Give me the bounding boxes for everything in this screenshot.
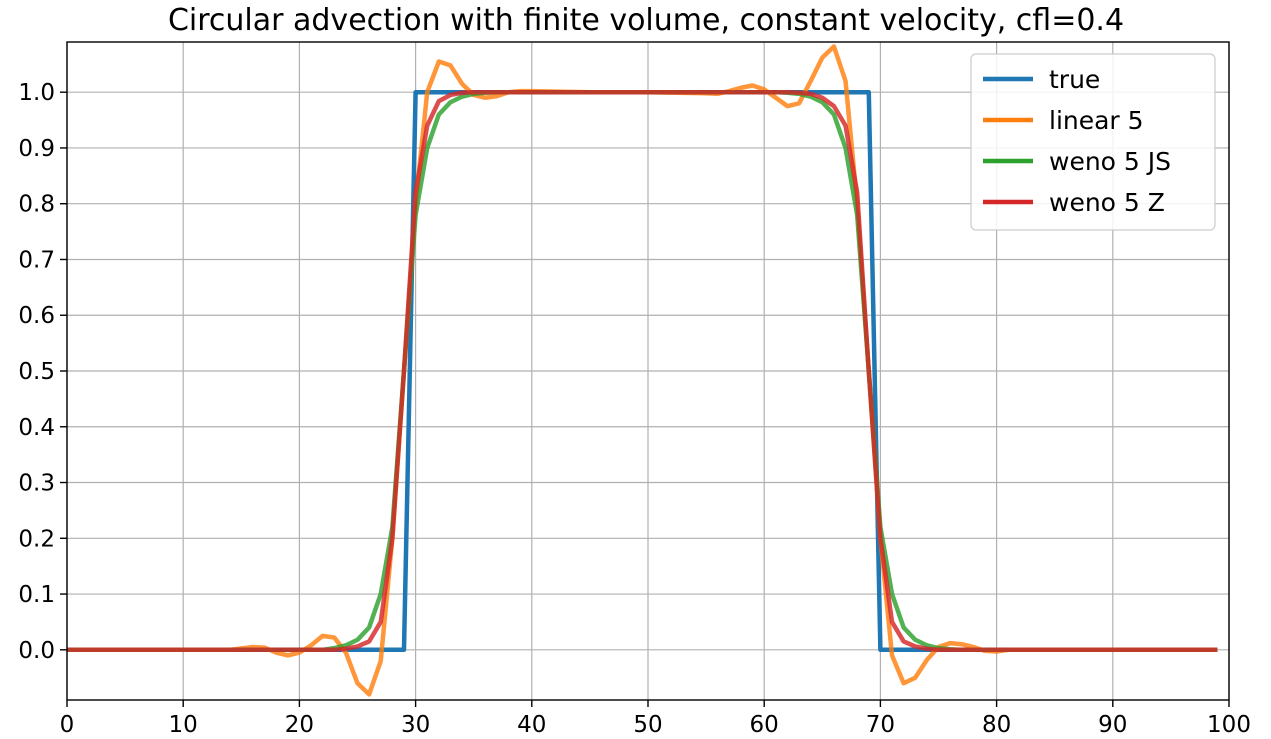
x-tick-label: 100 xyxy=(1207,712,1251,738)
legend-entry-label: weno 5 JS xyxy=(1049,147,1171,176)
chart-title: Circular advection with finite volume, c… xyxy=(168,3,1124,38)
series-line-weno-5-Z xyxy=(67,89,1218,653)
y-tick-label: 0.8 xyxy=(18,192,55,218)
y-tick-label: 0.0 xyxy=(18,638,55,664)
y-tick-label: 0.7 xyxy=(18,247,55,273)
x-tick-label: 50 xyxy=(633,712,662,738)
x-tick-label: 80 xyxy=(982,712,1011,738)
x-tick-label: 0 xyxy=(60,712,75,738)
y-tick-label: 0.6 xyxy=(18,303,55,329)
legend-entry-label: linear 5 xyxy=(1049,106,1144,135)
x-tick-label: 10 xyxy=(169,712,198,738)
axis-ticks: 0 10 20 30 40 50 60 70 80 90 100 0.0 0.1 0.2 0.3 0.4 0.5… xyxy=(18,80,1251,738)
y-tick-label: 0.9 xyxy=(18,136,55,162)
legend-box xyxy=(970,53,1216,231)
x-tick-label: 70 xyxy=(866,712,895,738)
y-tick-label: 0.2 xyxy=(18,526,55,552)
legend: true linear 5 weno 5 JS weno 5 Z xyxy=(970,53,1216,231)
legend-entry-label: true xyxy=(1049,65,1100,94)
x-tick-label: 90 xyxy=(1098,712,1127,738)
series-lines xyxy=(67,44,1218,697)
y-tick-label: 0.5 xyxy=(18,359,55,385)
y-tick-label: 0.4 xyxy=(18,415,55,441)
y-tick-label: 0.3 xyxy=(18,471,55,497)
x-tick-label: 40 xyxy=(517,712,546,738)
x-tick-label: 30 xyxy=(401,712,430,738)
legend-entry-label: weno 5 Z xyxy=(1049,188,1165,217)
x-tick-label: 20 xyxy=(285,712,314,738)
x-tick-label: 60 xyxy=(750,712,779,738)
y-tick-label: 0.1 xyxy=(18,582,55,608)
y-tick-label: 1.0 xyxy=(18,80,55,106)
